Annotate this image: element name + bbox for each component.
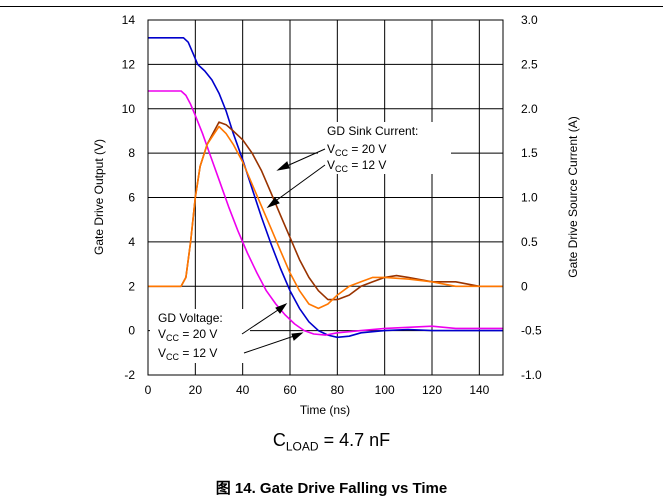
x-tick-label: 100 — [375, 383, 395, 397]
y-right-tick-label: 0.5 — [521, 235, 538, 249]
y-left-tick-labels: -2 0 2 4 6 8 10 12 14 — [122, 13, 136, 382]
load-capacitance-label: CLOAD = 4.7 nF — [272, 430, 391, 454]
callout-arrows — [241, 148, 326, 354]
arrowhead-volt-20v — [275, 302, 288, 314]
y-left-tick-label: 4 — [128, 235, 135, 249]
y-right-tick-label: -0.5 — [521, 324, 542, 338]
arrow-volt-20v — [241, 305, 285, 335]
y-left-tick-label: 12 — [122, 57, 136, 71]
y-right-tick-label: -1.0 — [521, 368, 542, 382]
x-tick-label: 120 — [422, 383, 442, 397]
figure-caption: 图 14. Gate Drive Falling vs Time — [215, 480, 448, 497]
y-left-tick-label: 8 — [128, 146, 135, 160]
x-tick-label: 60 — [283, 383, 297, 397]
voltage-annotation-20v: VCC = 20 V — [158, 327, 217, 343]
y-right-tick-label: 0 — [521, 279, 528, 293]
x-tick-labels: 0 20 40 60 80 100 120 140 — [145, 383, 490, 397]
sink-annotation-title: GD Sink Current: — [327, 124, 418, 138]
x-tick-label: 140 — [469, 383, 489, 397]
plot-frame — [147, 19, 504, 376]
series-line-4 — [148, 125, 503, 310]
x-axis-title: Time (ns) — [300, 403, 350, 417]
sink-annotation-20v: VCC = 20 V — [327, 142, 386, 158]
gate-drive-chart: 0 20 40 60 80 100 120 140 -2 0 2 4 6 8 10 12 14 -1.0 -0.… — [92, 13, 580, 417]
series-line-1 — [148, 36, 503, 339]
y-right-tick-label: 1.5 — [521, 146, 538, 160]
y-right-tick-label: 1.0 — [521, 191, 538, 205]
y-left-axis-title: Gate Drive Output (V) — [92, 139, 106, 255]
y-left-tick-label: 14 — [122, 13, 136, 27]
arrow-volt-12v — [243, 333, 301, 354]
y-right-tick-label: 2.5 — [521, 57, 538, 71]
arrowhead-sink-20v — [276, 161, 290, 171]
arrowhead-sink-12v — [266, 197, 280, 209]
y-right-tick-labels: -1.0 -0.5 0 0.5 1.0 1.5 2.0 2.5 3.0 — [521, 13, 542, 382]
y-left-tick-label: 2 — [128, 279, 135, 293]
y-right-tick-label: 2.0 — [521, 102, 538, 116]
sink-annotation-12v: VCC = 12 V — [327, 158, 386, 174]
arrow-sink-12v — [269, 164, 326, 206]
voltage-annotation-title: GD Voltage: — [158, 311, 223, 325]
arrowhead-volt-12v — [291, 332, 304, 341]
series-line-2 — [148, 90, 503, 336]
x-tick-label: 0 — [145, 383, 152, 397]
y-right-tick-label: 3.0 — [521, 13, 538, 27]
voltage-annotation-box — [150, 309, 250, 363]
series-layer — [148, 36, 503, 339]
y-left-tick-label: 6 — [128, 191, 135, 205]
x-tick-label: 20 — [189, 383, 203, 397]
y-left-tick-label: 10 — [122, 102, 136, 116]
y-left-tick-label: -2 — [124, 368, 135, 382]
x-tick-label: 40 — [236, 383, 250, 397]
y-right-axis-title: Gate Drive Source Current (A) — [566, 116, 580, 277]
sink-annotation-box — [318, 122, 451, 174]
y-left-tick-label: 0 — [128, 324, 135, 338]
x-tick-label: 80 — [331, 383, 345, 397]
voltage-annotation-12v: VCC = 12 V — [158, 346, 217, 362]
page-top-rule — [0, 6, 663, 7]
